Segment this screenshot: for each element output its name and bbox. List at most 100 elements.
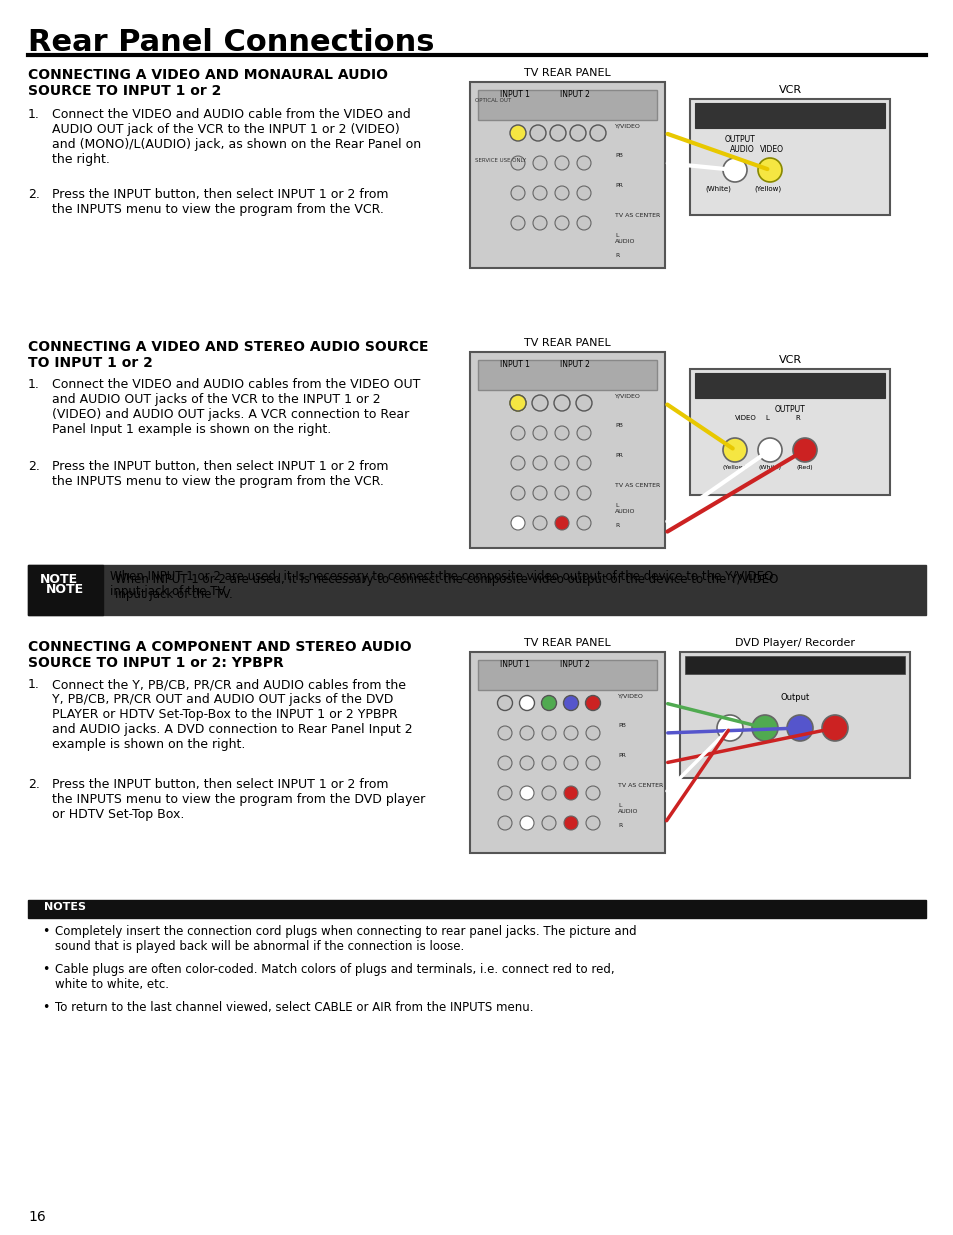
Circle shape xyxy=(511,487,524,500)
Text: TV AS CENTER: TV AS CENTER xyxy=(615,212,659,219)
Text: R: R xyxy=(618,823,621,827)
Circle shape xyxy=(577,156,590,170)
Circle shape xyxy=(786,715,812,741)
Circle shape xyxy=(555,426,568,440)
Circle shape xyxy=(563,785,578,800)
Text: TV REAR PANEL: TV REAR PANEL xyxy=(523,638,610,648)
Circle shape xyxy=(555,487,568,500)
Text: R: R xyxy=(794,415,799,421)
Text: L
AUDIO: L AUDIO xyxy=(618,803,638,814)
Circle shape xyxy=(519,695,534,710)
Circle shape xyxy=(577,426,590,440)
Text: R: R xyxy=(615,253,618,258)
Text: PR: PR xyxy=(615,183,622,188)
FancyBboxPatch shape xyxy=(28,564,103,615)
Text: CONNECTING A VIDEO AND STEREO AUDIO SOURCE
TO INPUT 1 or 2: CONNECTING A VIDEO AND STEREO AUDIO SOUR… xyxy=(28,340,428,370)
Circle shape xyxy=(717,715,742,741)
Text: Y/VIDEO: Y/VIDEO xyxy=(615,393,640,398)
Circle shape xyxy=(563,756,578,769)
FancyBboxPatch shape xyxy=(28,900,925,918)
Circle shape xyxy=(511,156,524,170)
Circle shape xyxy=(585,726,599,740)
Text: CONNECTING A COMPONENT AND STEREO AUDIO
SOURCE TO INPUT 1 or 2: YPBPR: CONNECTING A COMPONENT AND STEREO AUDIO … xyxy=(28,640,411,671)
Circle shape xyxy=(758,438,781,462)
Circle shape xyxy=(511,456,524,471)
Text: NOTE: NOTE xyxy=(46,583,84,597)
FancyBboxPatch shape xyxy=(695,373,884,398)
Circle shape xyxy=(555,216,568,230)
Text: TV AS CENTER: TV AS CENTER xyxy=(618,783,662,788)
Text: 1.: 1. xyxy=(28,378,40,391)
Text: L: L xyxy=(764,415,768,421)
Circle shape xyxy=(541,816,556,830)
FancyBboxPatch shape xyxy=(470,352,664,548)
FancyBboxPatch shape xyxy=(470,82,664,268)
Text: •: • xyxy=(42,925,50,939)
Text: Press the INPUT button, then select INPUT 1 or 2 from
the INPUTS menu to view th: Press the INPUT button, then select INPU… xyxy=(52,188,388,216)
Text: OUTPUT: OUTPUT xyxy=(724,135,755,144)
Text: PB: PB xyxy=(615,153,622,158)
Circle shape xyxy=(576,395,592,411)
Circle shape xyxy=(550,125,565,141)
Circle shape xyxy=(511,516,524,530)
Text: SERVICE USE ONLY: SERVICE USE ONLY xyxy=(475,158,525,163)
Circle shape xyxy=(519,726,534,740)
Text: Y/VIDEO: Y/VIDEO xyxy=(615,124,640,128)
FancyBboxPatch shape xyxy=(470,652,664,853)
Text: Connect the VIDEO and AUDIO cable from the VIDEO and
AUDIO OUT jack of the VCR t: Connect the VIDEO and AUDIO cable from t… xyxy=(52,107,420,165)
Circle shape xyxy=(510,395,525,411)
Text: INPUT 1: INPUT 1 xyxy=(499,659,529,669)
Text: TV AS CENTER: TV AS CENTER xyxy=(615,483,659,488)
Text: •: • xyxy=(42,1002,50,1014)
Circle shape xyxy=(589,125,605,141)
Text: •: • xyxy=(42,963,50,976)
FancyBboxPatch shape xyxy=(684,656,904,674)
FancyBboxPatch shape xyxy=(695,103,884,128)
Circle shape xyxy=(555,456,568,471)
Text: TV REAR PANEL: TV REAR PANEL xyxy=(523,68,610,78)
FancyBboxPatch shape xyxy=(28,564,925,615)
FancyBboxPatch shape xyxy=(477,359,657,390)
Circle shape xyxy=(519,756,534,769)
Text: INPUT 1: INPUT 1 xyxy=(499,90,529,99)
Text: VIDEO: VIDEO xyxy=(734,415,756,421)
Circle shape xyxy=(722,438,746,462)
Text: (White): (White) xyxy=(704,185,730,191)
Circle shape xyxy=(563,726,578,740)
Circle shape xyxy=(533,426,546,440)
Circle shape xyxy=(510,395,525,411)
Circle shape xyxy=(519,816,534,830)
Circle shape xyxy=(555,516,568,530)
Circle shape xyxy=(533,186,546,200)
Text: Y/VIDEO: Y/VIDEO xyxy=(618,693,643,698)
Text: Cable plugs are often color-coded. Match colors of plugs and terminals, i.e. con: Cable plugs are often color-coded. Match… xyxy=(55,963,614,990)
Circle shape xyxy=(758,158,781,182)
Text: NOTES: NOTES xyxy=(44,902,86,911)
Text: 2.: 2. xyxy=(28,459,40,473)
Circle shape xyxy=(541,756,556,769)
Circle shape xyxy=(497,816,512,830)
Circle shape xyxy=(530,125,545,141)
Text: When INPUT 1 or 2 are used, it Is necessary to connect the composite video outpu: When INPUT 1 or 2 are used, it Is necess… xyxy=(110,571,773,598)
Text: When INPUT 1 or 2 are used, it Is necessary to connect the composite video outpu: When INPUT 1 or 2 are used, it Is necess… xyxy=(115,573,778,601)
Text: INPUT 1: INPUT 1 xyxy=(499,359,529,369)
Text: Press the INPUT button, then select INPUT 1 or 2 from
the INPUTS menu to view th: Press the INPUT button, then select INPU… xyxy=(52,778,425,821)
Circle shape xyxy=(585,756,599,769)
Text: TV REAR PANEL: TV REAR PANEL xyxy=(523,338,610,348)
Circle shape xyxy=(533,456,546,471)
Circle shape xyxy=(497,695,512,710)
Text: INPUT 2: INPUT 2 xyxy=(559,90,589,99)
Text: Press the INPUT button, then select INPUT 1 or 2 from
the INPUTS menu to view th: Press the INPUT button, then select INPU… xyxy=(52,459,388,488)
Circle shape xyxy=(577,487,590,500)
Circle shape xyxy=(585,816,599,830)
Circle shape xyxy=(497,726,512,740)
Circle shape xyxy=(751,715,778,741)
Text: INPUT 2: INPUT 2 xyxy=(559,359,589,369)
Text: Rear Panel Connections: Rear Panel Connections xyxy=(28,28,434,57)
Circle shape xyxy=(722,158,746,182)
Text: Connect the VIDEO and AUDIO cables from the VIDEO OUT
and AUDIO OUT jacks of the: Connect the VIDEO and AUDIO cables from … xyxy=(52,378,420,436)
Circle shape xyxy=(533,216,546,230)
Circle shape xyxy=(511,186,524,200)
Text: VCR: VCR xyxy=(778,354,801,366)
Circle shape xyxy=(555,156,568,170)
